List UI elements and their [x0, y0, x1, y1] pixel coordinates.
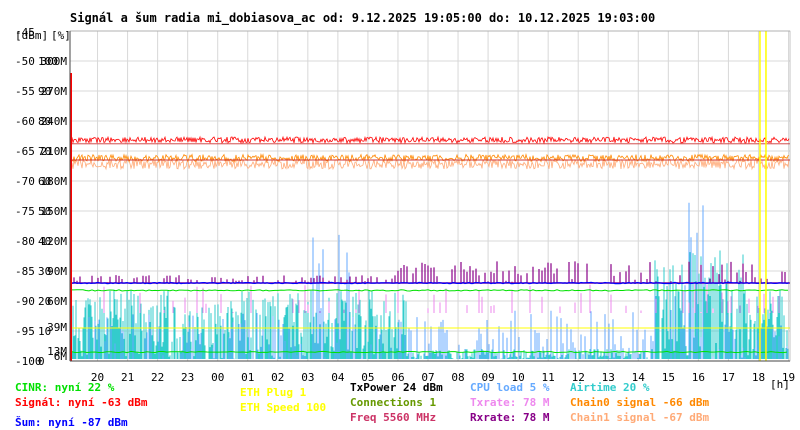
y-tick-rate: 120M [41, 235, 68, 248]
y-tick-pct: 0 [38, 355, 45, 368]
axes [69, 30, 791, 362]
y-tick-pct: 100 [38, 55, 58, 68]
x-tick: 02 [271, 371, 284, 384]
y-tick-dbm: -100 [15, 355, 42, 368]
y-tick-pct: 40 [38, 235, 51, 248]
legend-item: TxPower 24 dBm [350, 381, 443, 394]
x-tick: 11 [542, 371, 555, 384]
x-tick: 08 [451, 371, 464, 384]
x-tick: 16 [692, 371, 705, 384]
y-tick-dbm: -50 [15, 55, 35, 68]
legend-item: Chain1 signal -67 dBm [570, 411, 709, 424]
x-tick: 05 [361, 371, 374, 384]
y-axis-left-label: [dBm] [15, 29, 48, 42]
y-tick-pct: 30 [38, 265, 51, 278]
x-tick: 19 [782, 371, 795, 384]
y-tick-pct: 20 [38, 295, 51, 308]
y-tick-dbm: -70 [15, 175, 35, 188]
y-tick-dbm: -80 [15, 235, 35, 248]
x-tick: 10 [511, 371, 524, 384]
legend-item: Connections 1 [350, 396, 436, 409]
y-tick-rate-small: 13M [47, 345, 67, 358]
y-tick-pct: 10 [38, 325, 51, 338]
y-tick-dbm: -45 [15, 26, 35, 39]
y-tick-rate: 90M [47, 265, 67, 278]
tick-labels: -45-50-55-60-65-70-75-80-85-90-95-100100… [15, 26, 795, 384]
x-tick: 00 [211, 371, 224, 384]
y-axis-right-label: [%] [51, 29, 71, 42]
chain1-series [70, 157, 790, 171]
y-tick-rate: 60M [47, 295, 67, 308]
signal-series [70, 135, 790, 145]
x-tick: 09 [481, 371, 494, 384]
x-tick: 20 [91, 371, 104, 384]
legend-item: CINR: nyní 22 % [15, 381, 115, 394]
legend-item: Freq 5560 MHz [350, 411, 436, 424]
legend-item: CPU load 5 % [470, 381, 550, 394]
x-tick: 21 [121, 371, 134, 384]
legend-item: Rxrate: 78 M [470, 411, 550, 424]
y-tick-rate: 150M [41, 205, 68, 218]
y-tick-dbm: -60 [15, 115, 35, 128]
x-tick: 06 [391, 371, 404, 384]
y-tick-dbm: -75 [15, 205, 35, 218]
x-tick: 18 [752, 371, 765, 384]
legend-item: Chain0 signal -66 dBm [570, 396, 709, 409]
legend: CINR: nyní 22 % Signál: nyní -63 dBm Šum: … [15, 381, 709, 429]
y-tick-pct: 70 [38, 145, 51, 158]
chart-title: Signál a šum radia mi_dobiasova_ac od: 9… [70, 11, 655, 26]
y-tick-rate: 300M [41, 55, 68, 68]
y-tick-rate: 180M [41, 175, 68, 188]
y-tick-dbm: -90 [15, 295, 35, 308]
x-tick: 22 [151, 371, 164, 384]
legend-item: Txrate: 78 M [470, 396, 550, 409]
legend-item: Šum: nyní -87 dBm [15, 416, 128, 429]
x-tick: 23 [181, 371, 194, 384]
series-marks [70, 31, 790, 361]
x-tick: 12 [572, 371, 585, 384]
x-tick: 13 [602, 371, 615, 384]
y-tick-rate: 270M [41, 85, 68, 98]
y-tick-pct: 60 [38, 175, 51, 188]
x-tick: 04 [331, 371, 345, 384]
plot-border [69, 30, 791, 362]
y-tick-pct: 90 [38, 85, 51, 98]
y-tick-pct: 50 [38, 205, 51, 218]
noise-series [71, 281, 790, 285]
x-axis-unit: [h] [770, 378, 790, 391]
x-tick: 17 [722, 371, 735, 384]
legend-item: ETH Speed 100 [240, 401, 326, 414]
y-tick-rate: 240M [41, 115, 68, 128]
y-tick-dbm: -85 [15, 265, 35, 278]
y-tick-rate-small: 6M [54, 350, 68, 363]
txrate-series [103, 283, 780, 313]
y-tick-pct: 80 [38, 115, 51, 128]
y-tick-rate: 210M [41, 145, 68, 158]
legend-item: Signál: nyní -63 dBm [15, 396, 148, 409]
x-tick: 14 [632, 371, 646, 384]
y-tick-dbm: -65 [15, 145, 35, 158]
chain0-series [70, 153, 790, 164]
legend-item: Airtime 20 % [570, 381, 650, 394]
y-tick-dbm: -95 [15, 325, 35, 338]
x-tick: 15 [662, 371, 675, 384]
legend-item: ETH Plug 1 [240, 386, 307, 399]
x-tick: 01 [241, 371, 254, 384]
cinr-series-low [70, 350, 788, 354]
y-tick-dbm: -55 [15, 85, 35, 98]
x-tick: 03 [301, 371, 314, 384]
x-tick: 07 [421, 371, 434, 384]
cinr-series [71, 289, 789, 292]
y-tick-rate-small: 39M [47, 321, 67, 334]
